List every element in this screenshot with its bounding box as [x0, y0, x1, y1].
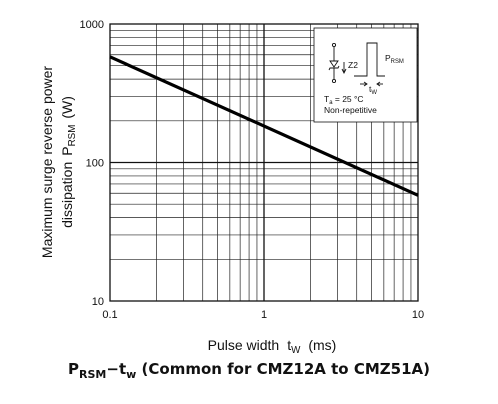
- pulse-waveform-icon: [354, 42, 385, 87]
- tick-labels: 0.1 1 10 10 100 1000: [80, 19, 425, 321]
- series-line: [109, 55, 419, 197]
- x-axis-title: Pulse width tW (ms): [208, 337, 337, 356]
- y-tick-label: 100: [86, 158, 104, 170]
- condition-label: Ta = 25 °C: [324, 94, 364, 106]
- width-label: tW: [369, 84, 377, 96]
- x-tick-label: 0.1: [102, 309, 117, 321]
- legend-box: [313, 27, 418, 123]
- y-tick-label: 10: [92, 296, 104, 308]
- plot-frame: [109, 23, 419, 302]
- x-tick-label: 10: [412, 309, 424, 321]
- zener-diode-icon: [328, 42, 347, 84]
- y-axis-title-line1: Maximum surge reverse power: [39, 66, 55, 259]
- pulse-label: PRSM: [385, 53, 404, 65]
- legend: Z2 PRSM tW Ta = 25 °C Non-repetitive: [313, 27, 418, 123]
- y-axis-title-line2: dissipationPRSM(W): [59, 96, 78, 228]
- note-label: Non-repetitive: [324, 105, 377, 115]
- chart-caption: PRSM−tw (Common for CMZ12A to CMZ51A): [68, 360, 430, 381]
- y-tick-label: 1000: [80, 19, 104, 31]
- x-tick-label: 1: [261, 309, 267, 321]
- zener-label: Z2: [348, 60, 358, 70]
- series: [109, 55, 419, 197]
